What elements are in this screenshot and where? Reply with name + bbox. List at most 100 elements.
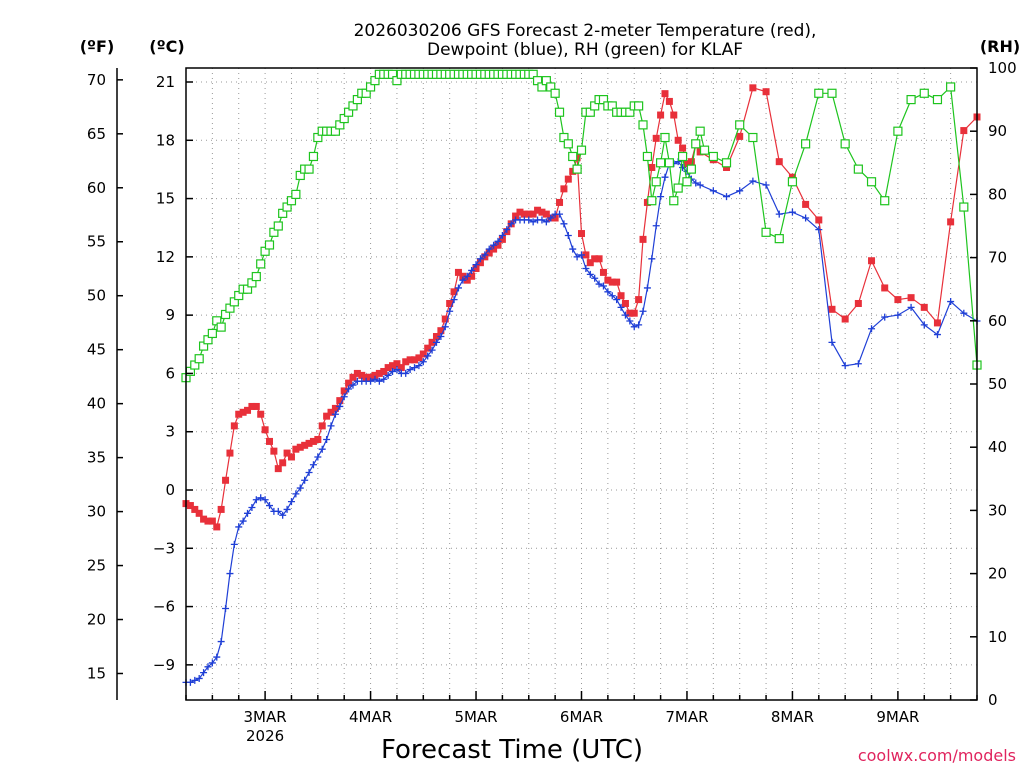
rh-point [748,132,758,143]
rh-point [735,120,745,130]
rh-point [695,126,705,136]
dewpoint-point [648,255,656,263]
temperature-point [454,268,462,276]
dewpoint-point [736,187,744,195]
temperature-point [367,373,375,381]
dewpoint-point [230,540,238,548]
temperature-point [362,373,370,381]
dewpoint-point [692,179,700,187]
dewpoint-point [292,490,300,498]
dewpoint-point [503,226,511,234]
dewpoint-point [415,362,423,370]
dewpoint-point [424,352,432,360]
temperature-point [635,296,643,304]
temperature-point [459,272,467,280]
rh-point [576,145,587,155]
dewpoint-point [222,605,230,613]
temperature-point [683,160,691,168]
temperature-point [599,268,607,276]
temperature-point [485,249,493,257]
dewpoint-point [345,385,353,393]
temperature-point [257,410,265,418]
temperature-point [775,158,783,166]
dewpoint-point [613,296,621,304]
dewpoint-point [432,338,440,346]
temperature-point [204,517,212,525]
temperature-point [595,255,603,263]
temperature-point [327,408,335,416]
rh-point [814,88,824,98]
rh-point [256,259,266,269]
temperature-point [353,369,361,377]
temperature-point [665,97,673,105]
rh-point [919,88,929,98]
rh-point [554,107,565,117]
dewpoint-point [854,360,862,368]
fahrenheit-tick-label: 40 [87,395,106,413]
dewpoint-point [393,366,401,374]
rh-point [699,145,710,155]
rh-tick-label: 80 [988,185,1007,203]
temperature-point [432,333,440,341]
dewpoint-point [569,245,577,253]
dewpoint-point [287,498,295,506]
rh-point [866,177,877,187]
temperature-point [534,206,542,214]
temperature-point [358,371,366,379]
temperature-point [318,422,326,430]
dewpoint-point [301,476,309,484]
dewpoint-point [723,193,731,201]
temperature-point [340,387,348,395]
rh-tick-label: 70 [988,249,1007,267]
temperature-point [450,288,458,296]
temperature-point [397,364,405,372]
celsius-tick-label: 9 [165,306,175,324]
temperature-point [292,445,300,453]
rh-point [691,139,701,149]
rh-tick-label: 60 [988,312,1007,330]
temperature-point [261,426,269,434]
fahrenheit-tick-label: 35 [87,449,106,467]
rh-point [563,139,573,149]
dewpoint-point [406,366,414,374]
fahrenheit-unit-label: (ºF) [80,37,115,56]
rh-point [251,271,261,282]
dewpoint-point [591,274,599,282]
rh-tick-label: 30 [988,501,1007,519]
temperature-point [560,185,568,193]
rh-tick-label: 40 [988,438,1007,456]
dewpoint-point [411,364,419,372]
dewpoint-point [244,509,252,517]
temperature-point [191,505,199,513]
dewpoint-line [186,160,978,683]
temperature-point [406,356,414,364]
dewpoint-point [841,362,849,370]
temperature-point [345,379,353,387]
rh-point [787,177,798,187]
rh-point [801,139,811,149]
temperature-point [235,410,243,418]
dewpoint-point [494,237,502,245]
temperature-point [186,502,194,510]
temperature-point [841,315,849,323]
fahrenheit-tick-label: 45 [87,341,106,359]
rh-point [774,234,784,244]
temperature-point [494,241,502,249]
dewpoint-point [907,303,915,311]
dewpoint-point [248,503,256,511]
temperature-point [762,88,770,96]
rh-point [308,151,319,162]
temperature-point [375,369,383,377]
fahrenheit-tick-label: 30 [87,503,106,521]
dewpoint-point [296,484,304,492]
temperature-point [301,441,309,449]
rh-point [194,354,204,364]
temperature-point [933,319,941,327]
celsius-tick-label: −3 [153,539,175,557]
rh-tick-label: 100 [988,59,1017,77]
dewpoint-point [384,371,392,379]
dewpoint-point [217,638,225,646]
dewpoint-point [617,303,625,311]
temperature-point [217,505,225,513]
dewpoint-point [547,214,555,222]
